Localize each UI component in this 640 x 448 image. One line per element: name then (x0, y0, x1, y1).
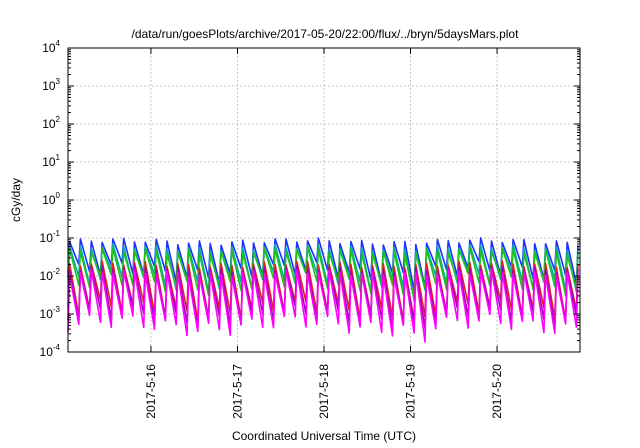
x-tick-label: 2017-5-19 (404, 364, 418, 419)
x-tick-label: 2017-5-17 (230, 364, 244, 419)
y-tick-label: 104 (42, 39, 60, 55)
y-tick-label: 100 (42, 191, 60, 207)
y-tick-label: 10-4 (40, 343, 61, 359)
series-line (67, 268, 579, 343)
x-tick-label: 2017-5-16 (144, 364, 158, 419)
ticks: 10-4 10-3 10-2 10-1 100 101 102 103 104 2017-5-16… (40, 39, 580, 419)
y-tick-label: 101 (42, 153, 60, 169)
y-tick-label: 103 (42, 77, 60, 93)
y-axis-label: cGy/day (9, 178, 23, 222)
y-tick-label: 10-2 (40, 267, 61, 283)
x-tick-label: 2017-5-20 (490, 364, 504, 419)
series-line (67, 246, 579, 301)
y-tick-label: 102 (42, 115, 60, 131)
series-group (67, 237, 579, 343)
y-tick-label: 10-3 (40, 305, 61, 321)
x-axis-label: Coordinated Universal Time (UTC) (232, 429, 416, 443)
y-tick-label: 10-1 (40, 229, 61, 245)
series-line (67, 237, 579, 292)
x-tick-label: 2017-5-18 (317, 364, 331, 419)
chart-title: /data/run/goesPlots/archive/2017-05-20/2… (132, 27, 520, 41)
